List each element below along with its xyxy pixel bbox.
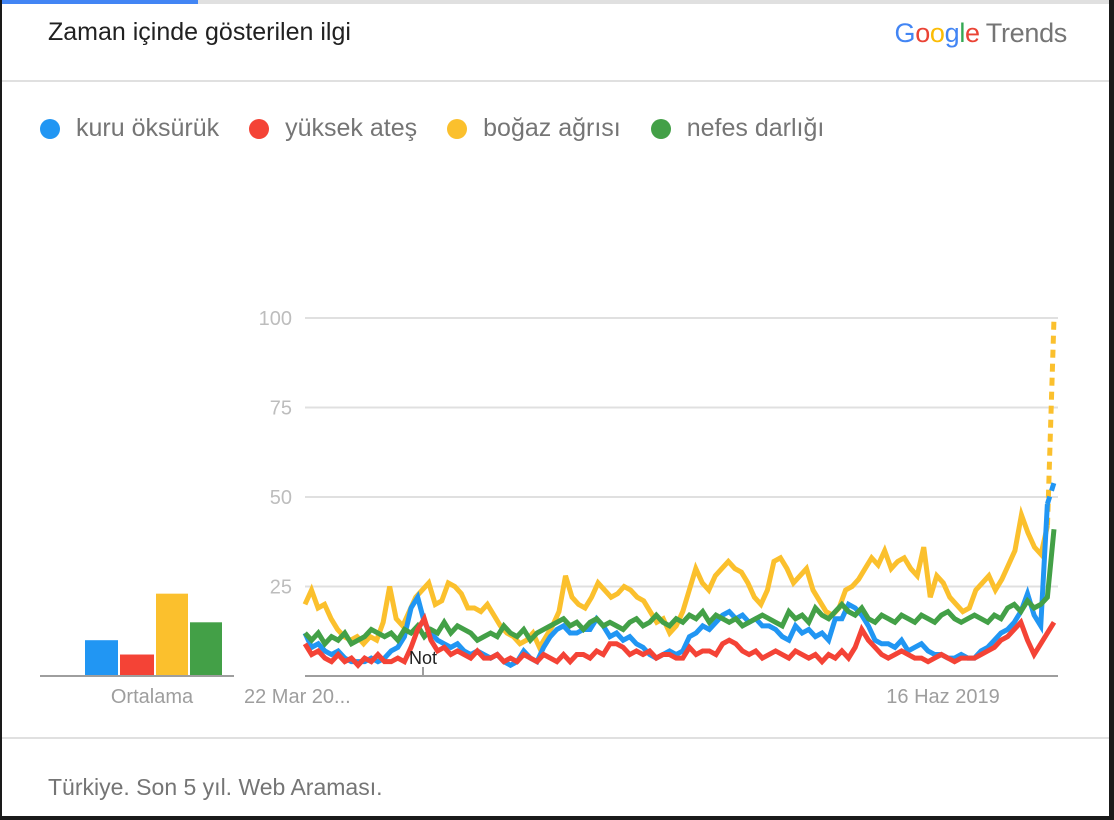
y-tick-label: 25	[270, 577, 292, 599]
series-dot-icon	[249, 118, 270, 139]
average-bar[interactable]	[120, 654, 154, 676]
series-partial-segment	[1044, 317, 1057, 526]
series-dot-icon	[40, 118, 60, 139]
tab-indicator	[2, 0, 198, 4]
footer-caption: Türkiye. Son 5 yıl. Web Araması.	[48, 774, 383, 800]
card-title: Zaman içinde gösterilen ilgi	[48, 18, 351, 46]
average-bar[interactable]	[156, 593, 188, 676]
legend-label: boğaz ağrısı	[483, 114, 621, 142]
average-bar[interactable]	[190, 622, 222, 676]
averages-chart	[85, 593, 222, 676]
y-axis: 25 50 75 100	[259, 308, 1058, 599]
y-tick-label: 50	[270, 487, 292, 509]
legend-label: nefes darlığı	[686, 114, 825, 142]
series-line[interactable]	[302, 505, 1050, 653]
y-tick-label: 100	[259, 308, 292, 330]
legend-item-bogaz-agrisi[interactable]: boğaz ağrısı	[447, 114, 621, 143]
legend-item-nefes-darligi[interactable]: nefes darlığı	[650, 114, 825, 143]
series-partial-segment	[1044, 481, 1057, 505]
legend-item-kuru-oksuruk[interactable]: kuru öksürük	[40, 114, 219, 143]
y-tick-label: 75	[270, 398, 292, 420]
series-dot-icon	[650, 118, 671, 139]
note-marker[interactable]: Not	[409, 648, 437, 668]
chart-area[interactable]: Ortalama 25 50 75 100 Not 22 Mar 20... 16 H…	[2, 0, 1109, 740]
chart-legend: kuru öksürük yüksek ateş boğaz ağrısı ne…	[40, 114, 854, 143]
line-series	[302, 317, 1057, 669]
legend-item-yuksek-ates[interactable]: yüksek ateş	[249, 114, 417, 143]
average-bar[interactable]	[85, 640, 118, 676]
x-tick-label-start: 22 Mar 20...	[244, 686, 351, 708]
legend-label: kuru öksürük	[76, 114, 220, 142]
tab-track	[198, 0, 1109, 4]
series-line[interactable]	[302, 612, 1057, 669]
series-dot-icon	[447, 118, 468, 139]
footer-divider	[2, 737, 1109, 739]
x-tick-label-end: 16 Haz 2019	[886, 686, 999, 708]
google-trends-logo: Google Trends	[894, 18, 1067, 48]
card-header: Zaman içinde gösterilen ilgi Google Trend…	[2, 4, 1109, 82]
legend-label: yüksek ateş	[285, 114, 418, 142]
averages-label: Ortalama	[111, 686, 194, 708]
